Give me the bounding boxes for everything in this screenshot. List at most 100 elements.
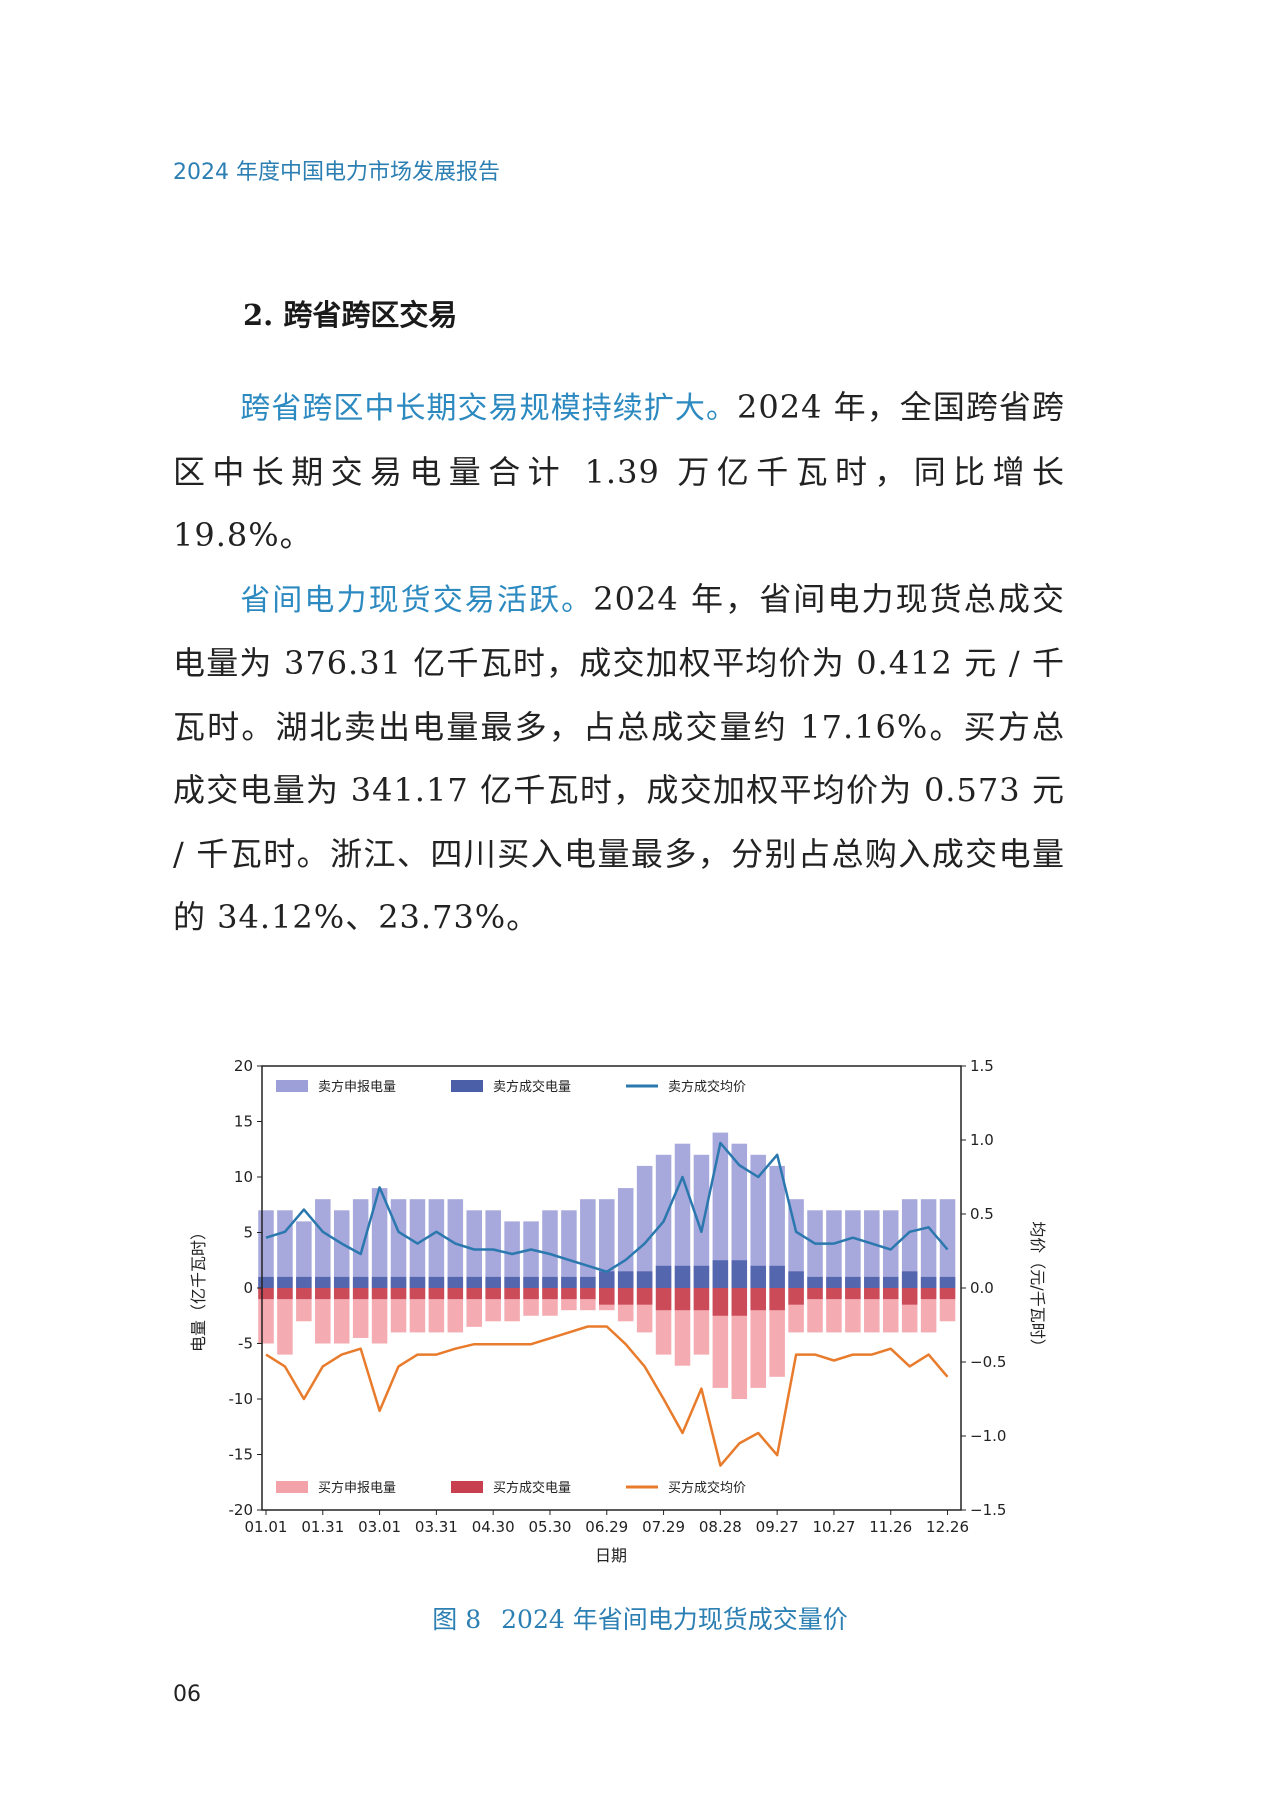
line-series-2 bbox=[265, 1141, 949, 1273]
x-tick-label: 01.31 bbox=[301, 1518, 344, 1536]
bar-1-34 bbox=[901, 1271, 918, 1288]
y-right-tick-label: −1.0 bbox=[970, 1427, 1006, 1445]
line-series-5 bbox=[265, 1325, 949, 1467]
legend-label: 卖方成交电量 bbox=[493, 1079, 571, 1095]
y-right-tick-label: −0.5 bbox=[970, 1353, 1006, 1371]
bar-1-14 bbox=[523, 1276, 539, 1288]
y-right-tick-label: 1.5 bbox=[970, 1057, 994, 1075]
x-tick-label: 10.27 bbox=[812, 1518, 855, 1536]
y-left-tick-label: 0 bbox=[243, 1279, 253, 1297]
y-right-tick-label: −1.5 bbox=[970, 1501, 1006, 1519]
axes: 20 15 10 5 0 -5 -10 -15 -20 1.5 1.0 0.5 0.0 −0.5 −1.0 −… bbox=[229, 1057, 1007, 1536]
bar-4-7 bbox=[390, 1288, 407, 1300]
x-tick-label: 06.29 bbox=[585, 1518, 628, 1536]
bar-1-11 bbox=[466, 1276, 483, 1288]
bar-0-18 bbox=[599, 1199, 615, 1288]
bar-1-26 bbox=[750, 1265, 766, 1288]
paragraph: 跨省跨区中长期交易规模持续扩大。2024 年，全国跨省跨区中长期交易电量合计 1… bbox=[173, 376, 1065, 568]
bar-4-27 bbox=[769, 1288, 785, 1311]
x-tick-label: 05.30 bbox=[528, 1518, 571, 1536]
bar-1-16 bbox=[561, 1276, 577, 1288]
page-number: 06 bbox=[173, 1682, 201, 1707]
bar-0-4 bbox=[333, 1210, 350, 1288]
bar-4-9 bbox=[428, 1288, 445, 1300]
y-left-tick-label: -5 bbox=[238, 1335, 253, 1353]
bar-1-4 bbox=[333, 1276, 350, 1288]
bar-4-19 bbox=[617, 1288, 634, 1305]
bar-4-25 bbox=[731, 1288, 748, 1316]
x-tick-label: 08.28 bbox=[699, 1518, 742, 1536]
bar-0-14 bbox=[523, 1221, 539, 1288]
x-tick-label: 11.26 bbox=[869, 1518, 912, 1536]
bar-4-12 bbox=[485, 1288, 501, 1300]
bar-1-31 bbox=[845, 1276, 861, 1288]
paragraph-lead: 跨省跨区中长期交易规模持续扩大。 bbox=[240, 391, 738, 426]
x-tick-label: 03.31 bbox=[415, 1518, 458, 1536]
bar-4-30 bbox=[826, 1288, 842, 1300]
bar-1-25 bbox=[731, 1260, 748, 1288]
bar-1-33 bbox=[882, 1276, 899, 1288]
bar-1-2 bbox=[296, 1276, 312, 1288]
y-left-tick-label: -20 bbox=[229, 1501, 254, 1519]
bar-4-1 bbox=[277, 1288, 293, 1300]
bar-4-26 bbox=[750, 1288, 766, 1311]
bar-0-9 bbox=[428, 1199, 445, 1288]
bar-4-23 bbox=[693, 1288, 710, 1311]
bar-4-8 bbox=[409, 1288, 426, 1300]
bar-0-35 bbox=[920, 1199, 937, 1288]
bar-3-26 bbox=[750, 1288, 766, 1388]
bar-1-7 bbox=[390, 1276, 407, 1288]
paragraph: 省间电力现货交易活跃。2024 年，省间电力现货总成交电量为 376.31 亿千… bbox=[173, 568, 1065, 950]
figure-title: 2024 年省间电力现货成交量价 bbox=[501, 1605, 848, 1634]
x-tick-label: 04.30 bbox=[472, 1518, 515, 1536]
bar-0-36 bbox=[939, 1199, 956, 1288]
bar-4-3 bbox=[315, 1288, 331, 1300]
legend-label: 买方申报电量 bbox=[318, 1480, 396, 1496]
bar-3-4 bbox=[333, 1288, 350, 1344]
x-axis-label: 日期 bbox=[595, 1546, 627, 1565]
bar-4-16 bbox=[561, 1288, 577, 1300]
legend-swatch bbox=[451, 1481, 483, 1493]
paragraph-text: 2024 年，全国跨省跨区中长期交易电量合计 1.39 万亿千瓦时，同比增长 1… bbox=[173, 388, 1065, 554]
bar-4-36 bbox=[939, 1288, 956, 1300]
bar-1-29 bbox=[807, 1276, 823, 1288]
figure-caption: 图 8 2024 年省间电力现货成交量价 bbox=[0, 1600, 1280, 1636]
bar-4-6 bbox=[371, 1288, 388, 1300]
bar-0-28 bbox=[788, 1199, 804, 1288]
bars-layer bbox=[258, 1132, 956, 1399]
bar-1-21 bbox=[655, 1265, 672, 1288]
y-left-tick-label: -10 bbox=[229, 1390, 254, 1408]
legend-label: 卖方申报电量 bbox=[318, 1079, 396, 1095]
body-text: 跨省跨区中长期交易规模持续扩大。2024 年，全国跨省跨区中长期交易电量合计 1… bbox=[173, 376, 1065, 950]
bar-4-2 bbox=[296, 1288, 312, 1300]
bar-4-10 bbox=[447, 1288, 464, 1300]
bar-0-6 bbox=[371, 1188, 388, 1288]
y-left-tick-label: 10 bbox=[234, 1168, 253, 1186]
bar-4-21 bbox=[655, 1288, 672, 1311]
bar-4-11 bbox=[466, 1288, 483, 1300]
bar-1-13 bbox=[504, 1276, 520, 1288]
bar-0-20 bbox=[636, 1165, 653, 1288]
bar-1-23 bbox=[693, 1265, 710, 1288]
bar-0-26 bbox=[750, 1154, 766, 1288]
bar-0-7 bbox=[390, 1199, 407, 1288]
bar-4-34 bbox=[901, 1288, 918, 1305]
bar-0-30 bbox=[826, 1210, 842, 1288]
x-tick-label: 12.26 bbox=[926, 1518, 969, 1536]
bar-1-3 bbox=[315, 1276, 331, 1288]
bar-1-35 bbox=[920, 1276, 937, 1288]
bar-0-34 bbox=[901, 1199, 918, 1288]
bar-1-6 bbox=[371, 1276, 388, 1288]
lines-layer bbox=[265, 1141, 949, 1467]
paragraph-lead: 省间电力现货交易活跃。 bbox=[240, 582, 594, 618]
y-right-tick-label: 1.0 bbox=[970, 1131, 994, 1149]
bar-1-20 bbox=[636, 1271, 653, 1288]
y-axis-right-label: 均价（元/千瓦时） bbox=[1028, 1221, 1047, 1354]
bar-1-28 bbox=[788, 1271, 804, 1288]
bar-1-19 bbox=[617, 1271, 634, 1288]
bar-1-5 bbox=[352, 1276, 369, 1288]
figure-number: 图 8 bbox=[432, 1605, 482, 1634]
bar-4-33 bbox=[882, 1288, 899, 1300]
bar-4-29 bbox=[807, 1288, 823, 1300]
bar-0-27 bbox=[769, 1165, 785, 1288]
